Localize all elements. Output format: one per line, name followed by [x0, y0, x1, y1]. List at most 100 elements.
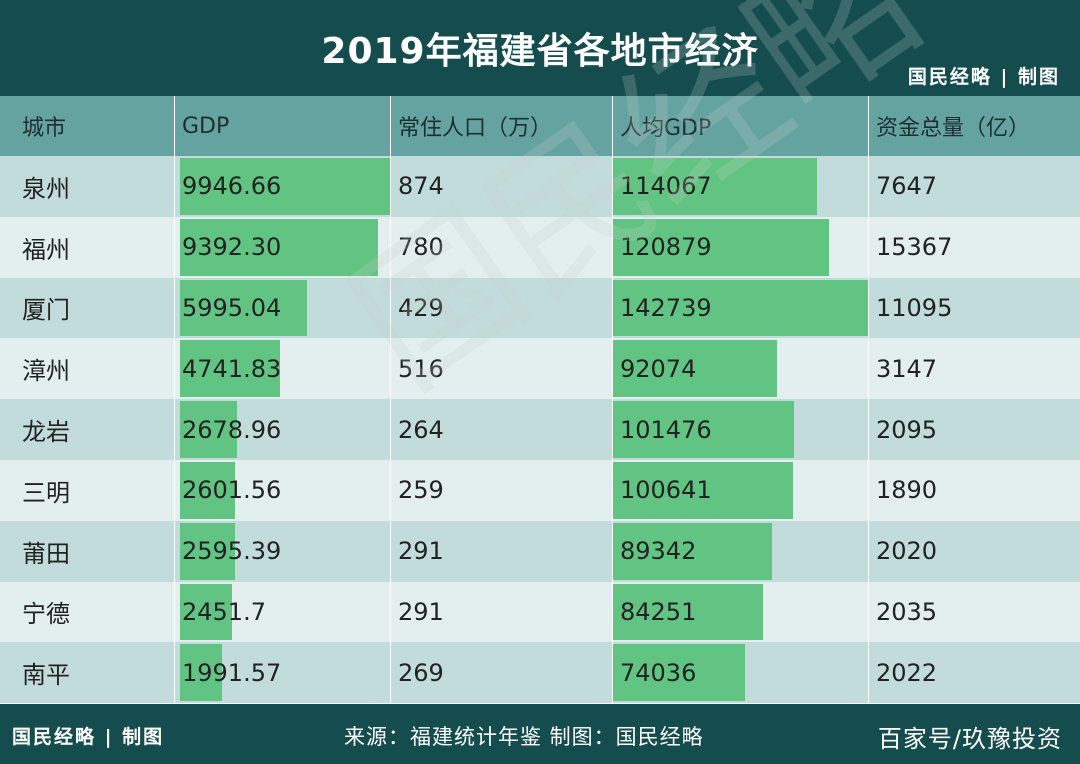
table-row: 漳州 4741.83 516 92074 3147	[0, 338, 1080, 400]
cell-col-gdp: 2601.56	[174, 460, 390, 521]
cell-col-gdp: 1991.57	[174, 642, 390, 703]
table-row: 莆田 2595.39 291 89342 2020	[0, 520, 1080, 582]
value-bar	[612, 340, 778, 398]
brand-mark-top: 国民经略 | 制图	[907, 66, 1060, 88]
cell-col-city: 漳州	[22, 357, 70, 386]
value-bar	[180, 401, 237, 458]
cell-col-gdp-per-capita: 100641	[612, 460, 868, 521]
cell-col-capital: 2035	[876, 597, 938, 626]
publisher-credit: 百家号/玖豫投资	[877, 725, 1062, 753]
column-divider	[390, 96, 391, 704]
cell-col-gdp: 4741.83	[174, 338, 390, 399]
title-banner: 2019年福建省各地市经济 国民经略 | 制图	[0, 0, 1080, 96]
cell-col-city: 宁德	[22, 600, 70, 629]
value-bar	[180, 522, 235, 580]
column-divider	[868, 96, 869, 704]
value-bar	[180, 279, 307, 337]
value-bar	[612, 644, 745, 702]
cell-col-gdp: 9946.66	[174, 156, 390, 217]
cell-col-gdp-per-capita: 120879	[612, 217, 868, 278]
source-note: 来源：福建统计年鉴 制图：国民经略	[344, 725, 704, 749]
column-divider	[612, 96, 613, 704]
header-col-gdp: GDP	[182, 113, 230, 139]
cell-col-gdp: 5995.04	[174, 278, 390, 339]
value-bar	[180, 583, 232, 641]
cell-col-population: 516	[398, 354, 444, 383]
cell-value: 101476	[620, 415, 712, 444]
value-bar	[612, 401, 794, 458]
cell-col-capital: 2022	[876, 658, 938, 687]
cell-col-population: 780	[398, 233, 444, 262]
value-bar	[612, 158, 817, 215]
cell-col-city: 三明	[22, 478, 70, 507]
header-col-city: 城市	[22, 116, 67, 141]
cell-col-capital: 2020	[876, 537, 938, 566]
cell-col-gdp-per-capita: 142739	[612, 278, 868, 339]
cell-col-gdp: 2595.39	[174, 521, 390, 582]
cell-col-population: 264	[398, 415, 444, 444]
cell-col-city: 南平	[22, 661, 70, 690]
table-row: 南平 1991.57 269 74036 2022	[0, 642, 1080, 704]
cell-value: 114067	[620, 172, 712, 201]
cell-value: 9392.30	[182, 233, 282, 262]
cell-col-gdp-per-capita: 84251	[612, 582, 868, 643]
table-row: 福州 9392.30 780 120879 15367	[0, 216, 1080, 278]
page-title: 2019年福建省各地市经济	[321, 31, 759, 72]
table-row: 宁德 2451.7 291 84251 2035	[0, 581, 1080, 643]
table-row: 厦门 5995.04 429 142739 11095	[0, 277, 1080, 339]
table-header-row: 城市 GDP 常住人口（万） 人均GDP 资金总量（亿）	[0, 96, 1080, 156]
cell-col-city: 龙岩	[22, 418, 70, 447]
cell-value: 1991.57	[182, 658, 282, 687]
cell-col-population: 269	[398, 658, 444, 687]
cell-value: 84251	[620, 597, 697, 626]
header-col-population: 常住人口（万）	[398, 116, 553, 141]
value-bar	[180, 158, 390, 215]
table-row: 三明 2601.56 259 100641 1890	[0, 459, 1080, 521]
cell-col-capital: 1890	[876, 476, 938, 505]
cell-col-city: 莆田	[22, 539, 70, 568]
cell-col-city: 福州	[22, 235, 70, 264]
value-bar	[612, 461, 793, 519]
header-col-capital: 资金总量（亿）	[876, 116, 1031, 141]
cell-col-gdp-per-capita: 101476	[612, 399, 868, 460]
brand-mark-bottom: 国民经略 | 制图	[12, 726, 165, 748]
cell-value: 74036	[620, 658, 697, 687]
cell-col-population: 429	[398, 293, 444, 322]
cell-col-population: 291	[398, 597, 444, 626]
cell-value: 9946.66	[182, 172, 282, 201]
cell-value: 2601.56	[182, 476, 282, 505]
cell-col-capital: 7647	[876, 172, 938, 201]
value-bar	[612, 218, 829, 276]
value-bar	[612, 279, 868, 337]
cell-value: 2451.7	[182, 597, 266, 626]
table-row: 泉州 9946.66 874 114067 7647	[0, 156, 1080, 217]
table-body: 泉州 9946.66 874 114067 7647 福州 9392.30 780 120879…	[0, 156, 1080, 704]
cell-col-gdp: 2678.96	[174, 399, 390, 460]
data-table: 城市 GDP 常住人口（万） 人均GDP 资金总量（亿） 泉州 9946.66 874 114…	[0, 96, 1080, 704]
value-bar	[180, 218, 379, 276]
cell-value: 142739	[620, 293, 712, 322]
cell-col-capital: 15367	[876, 233, 953, 262]
cell-value: 120879	[620, 233, 712, 262]
cell-value: 92074	[620, 354, 697, 383]
cell-col-capital: 2095	[876, 415, 938, 444]
cell-col-gdp-per-capita: 92074	[612, 338, 868, 399]
value-bar	[612, 522, 773, 580]
column-divider	[174, 96, 175, 704]
cell-col-gdp: 2451.7	[174, 582, 390, 643]
table-row: 龙岩 2678.96 264 101476 2095	[0, 399, 1080, 460]
cell-value: 100641	[620, 476, 712, 505]
cell-col-gdp-per-capita: 74036	[612, 642, 868, 703]
value-bar	[180, 340, 281, 398]
cell-col-city: 泉州	[22, 174, 70, 203]
cell-col-gdp-per-capita: 89342	[612, 521, 868, 582]
cell-value: 2595.39	[182, 537, 282, 566]
cell-col-capital: 11095	[876, 293, 953, 322]
value-bar	[180, 644, 222, 702]
value-bar	[180, 461, 235, 519]
cell-value: 2678.96	[182, 415, 282, 444]
cell-value: 5995.04	[182, 293, 282, 322]
cell-value: 89342	[620, 537, 697, 566]
cell-col-capital: 3147	[876, 354, 938, 383]
